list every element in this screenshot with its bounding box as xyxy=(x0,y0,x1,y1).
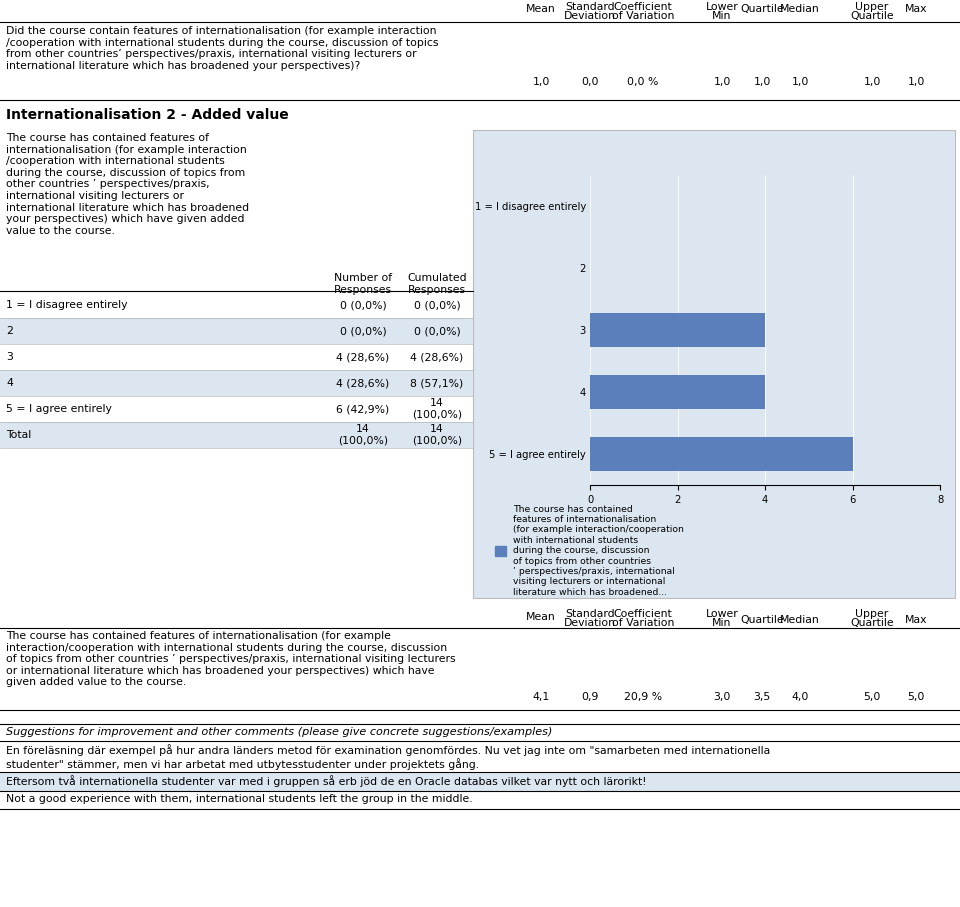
Text: Median: Median xyxy=(780,4,820,14)
Text: 14
(100,0%): 14 (100,0%) xyxy=(412,424,462,446)
Text: Standard: Standard xyxy=(565,609,614,619)
Text: Suggestions for improvement and other comments (please give concrete suggestions: Suggestions for improvement and other co… xyxy=(6,727,552,737)
Text: 8 (57,1%): 8 (57,1%) xyxy=(410,378,464,388)
Text: Number of
Responses: Number of Responses xyxy=(334,273,392,295)
Text: Quartile: Quartile xyxy=(851,618,894,628)
Bar xyxy=(590,313,765,347)
Text: 0,9: 0,9 xyxy=(582,692,599,702)
Text: Min: Min xyxy=(712,11,732,21)
Text: Upper: Upper xyxy=(855,2,889,12)
Text: 6 (42,9%): 6 (42,9%) xyxy=(336,404,390,414)
Text: Max: Max xyxy=(904,615,927,625)
Text: 2: 2 xyxy=(6,326,12,336)
Text: Mean: Mean xyxy=(526,612,556,622)
Text: Cumulated
Responses: Cumulated Responses xyxy=(407,273,467,295)
Text: Quartile: Quartile xyxy=(740,4,783,14)
Bar xyxy=(473,130,955,598)
Text: of Variation: of Variation xyxy=(612,11,674,21)
Text: 3,5: 3,5 xyxy=(754,692,771,702)
Text: 0 (0,0%): 0 (0,0%) xyxy=(414,300,461,310)
Text: 14
(100,0%): 14 (100,0%) xyxy=(412,398,462,420)
Text: 1,0: 1,0 xyxy=(907,77,924,87)
Text: Not a good experience with them, international students left the group in the mi: Not a good experience with them, interna… xyxy=(6,794,472,804)
Text: 1,0: 1,0 xyxy=(532,77,550,87)
Text: 1,0: 1,0 xyxy=(713,77,731,87)
Text: 3,0: 3,0 xyxy=(713,692,731,702)
Text: of Variation: of Variation xyxy=(612,618,674,628)
Text: 1 = I disagree entirely: 1 = I disagree entirely xyxy=(6,300,128,310)
Text: 0 (0,0%): 0 (0,0%) xyxy=(414,326,461,336)
Text: Coefficient: Coefficient xyxy=(613,609,672,619)
Text: 4 (28,6%): 4 (28,6%) xyxy=(410,352,464,362)
Text: 4 (28,6%): 4 (28,6%) xyxy=(336,378,390,388)
Text: Quartile: Quartile xyxy=(851,11,894,21)
Text: Lower: Lower xyxy=(706,609,738,619)
Text: 1,0: 1,0 xyxy=(791,77,808,87)
Text: En föreläsning där exempel på hur andra länders metod för examination genomförde: En föreläsning där exempel på hur andra … xyxy=(6,744,770,770)
Text: Deviation: Deviation xyxy=(564,618,616,628)
Text: Standard: Standard xyxy=(565,2,614,12)
Text: 3: 3 xyxy=(6,352,12,362)
Text: 0,0: 0,0 xyxy=(581,77,599,87)
Text: Coefficient: Coefficient xyxy=(613,2,672,12)
Text: 1,0: 1,0 xyxy=(863,77,880,87)
Text: The course has contained features of
internationalisation (for example interacti: The course has contained features of int… xyxy=(6,133,250,236)
Text: 0 (0,0%): 0 (0,0%) xyxy=(340,326,386,336)
Text: Quartile: Quartile xyxy=(740,615,783,625)
Text: Total: Total xyxy=(6,430,32,440)
Text: 4 (28,6%): 4 (28,6%) xyxy=(336,352,390,362)
Text: 4: 4 xyxy=(6,378,12,388)
Text: Deviation: Deviation xyxy=(564,11,616,21)
Text: The course has contained features of internationalisation (for example
interacti: The course has contained features of int… xyxy=(6,631,456,688)
Bar xyxy=(0,773,960,791)
Text: 4,1: 4,1 xyxy=(533,692,550,702)
Bar xyxy=(590,437,852,471)
Text: 5,0: 5,0 xyxy=(907,692,924,702)
Text: 14
(100,0%): 14 (100,0%) xyxy=(338,424,388,446)
Bar xyxy=(0,370,473,396)
Text: 5 = I agree entirely: 5 = I agree entirely xyxy=(6,404,112,414)
Text: 20,9 %: 20,9 % xyxy=(624,692,662,702)
Text: Eftersom två internationella studenter var med i gruppen så erb jöd de en Oracle: Eftersom två internationella studenter v… xyxy=(6,775,646,787)
Text: Min: Min xyxy=(712,618,732,628)
Text: Median: Median xyxy=(780,615,820,625)
Text: Max: Max xyxy=(904,4,927,14)
Text: 4,0: 4,0 xyxy=(791,692,808,702)
Bar xyxy=(590,375,765,409)
Text: Internationalisation 2 - Added value: Internationalisation 2 - Added value xyxy=(6,108,289,122)
Text: Did the course contain features of internationalisation (for example interaction: Did the course contain features of inter… xyxy=(6,26,439,71)
Text: 5,0: 5,0 xyxy=(863,692,880,702)
Text: 1,0: 1,0 xyxy=(754,77,771,87)
Bar xyxy=(0,318,473,344)
Text: Lower: Lower xyxy=(706,2,738,12)
Text: Upper: Upper xyxy=(855,609,889,619)
Text: 0,0 %: 0,0 % xyxy=(627,77,659,87)
Text: Mean: Mean xyxy=(526,4,556,14)
Text: 0 (0,0%): 0 (0,0%) xyxy=(340,300,386,310)
Legend: The course has contained
features of internationalisation
(for example interacti: The course has contained features of int… xyxy=(494,504,684,597)
Bar xyxy=(0,422,473,448)
